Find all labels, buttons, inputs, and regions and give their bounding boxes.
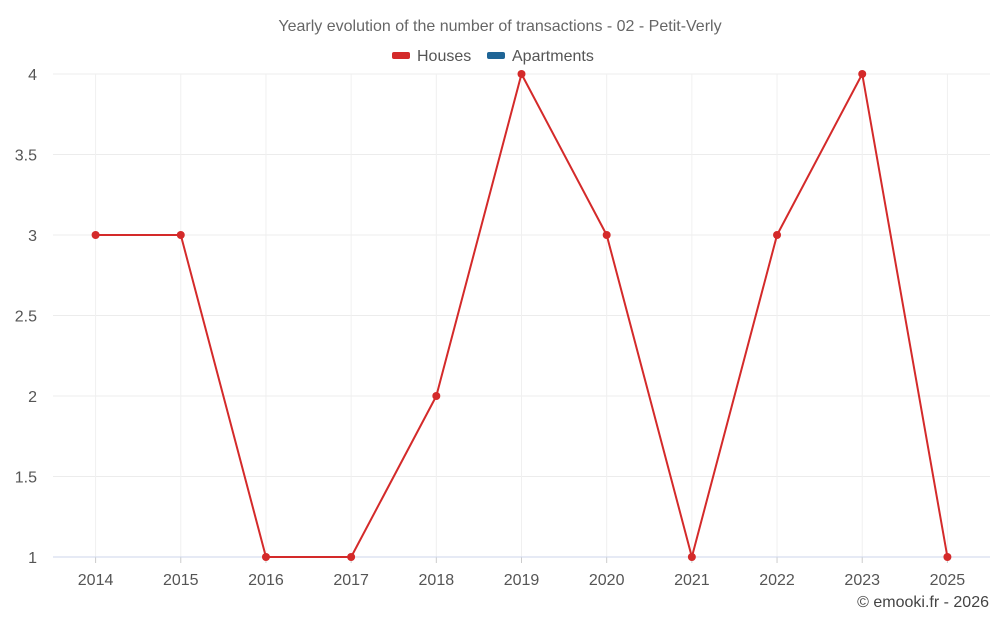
y-tick-label: 2 — [28, 389, 37, 406]
legend-label-houses: Houses — [417, 48, 471, 65]
data-point-houses-2019[interactable] — [517, 70, 526, 78]
chart-title: Yearly evolution of the number of transa… — [278, 18, 721, 35]
data-point-houses-2015[interactable] — [176, 231, 185, 239]
y-axis: 1 1.5 2 2.5 3 3.5 4 — [15, 67, 37, 567]
x-tick-label: 2014 — [78, 572, 114, 589]
y-tick-label: 1 — [28, 550, 37, 567]
x-tick-label: 2021 — [674, 572, 710, 589]
x-tick-label: 2019 — [504, 572, 540, 589]
x-tick-label: 2015 — [163, 572, 199, 589]
x-tick-label: 2020 — [589, 572, 625, 589]
data-point-houses-2025[interactable] — [943, 553, 952, 561]
legend-swatch-apartments — [487, 52, 505, 59]
x-tick-label: 2022 — [759, 572, 795, 589]
x-tick-label: 2018 — [419, 572, 455, 589]
x-axis: 2014 2015 2016 2017 2018 2019 2020 2021 2022 2023… — [53, 556, 990, 589]
data-point-houses-2021[interactable] — [687, 553, 696, 561]
credit-text: © emooki.fr - 2026 — [857, 594, 989, 611]
legend-item-apartments[interactable]: Apartments — [487, 48, 594, 65]
y-tick-label: 4 — [28, 67, 37, 84]
data-point-houses-2020[interactable] — [602, 231, 611, 239]
data-point-houses-2022[interactable] — [773, 231, 782, 239]
data-point-houses-2023[interactable] — [858, 70, 867, 78]
x-tick-label: 2017 — [333, 572, 369, 589]
legend: Houses Apartments — [392, 48, 594, 65]
legend-label-apartments: Apartments — [512, 48, 594, 65]
y-tick-label: 3 — [28, 228, 37, 245]
data-point-houses-2017[interactable] — [347, 553, 356, 561]
series-houses — [91, 70, 952, 561]
legend-swatch-houses — [392, 52, 410, 59]
y-tick-label: 1.5 — [15, 470, 37, 487]
data-point-houses-2014[interactable] — [91, 231, 100, 239]
data-point-houses-2016[interactable] — [261, 553, 270, 561]
y-tick-label: 2.5 — [15, 309, 37, 326]
legend-item-houses[interactable]: Houses — [392, 48, 471, 65]
y-tick-label: 3.5 — [15, 148, 37, 165]
data-point-houses-2018[interactable] — [432, 392, 441, 400]
grid — [53, 73, 990, 558]
x-tick-label: 2025 — [930, 572, 966, 589]
x-tick-label: 2016 — [248, 572, 284, 589]
x-tick-label: 2023 — [844, 572, 880, 589]
